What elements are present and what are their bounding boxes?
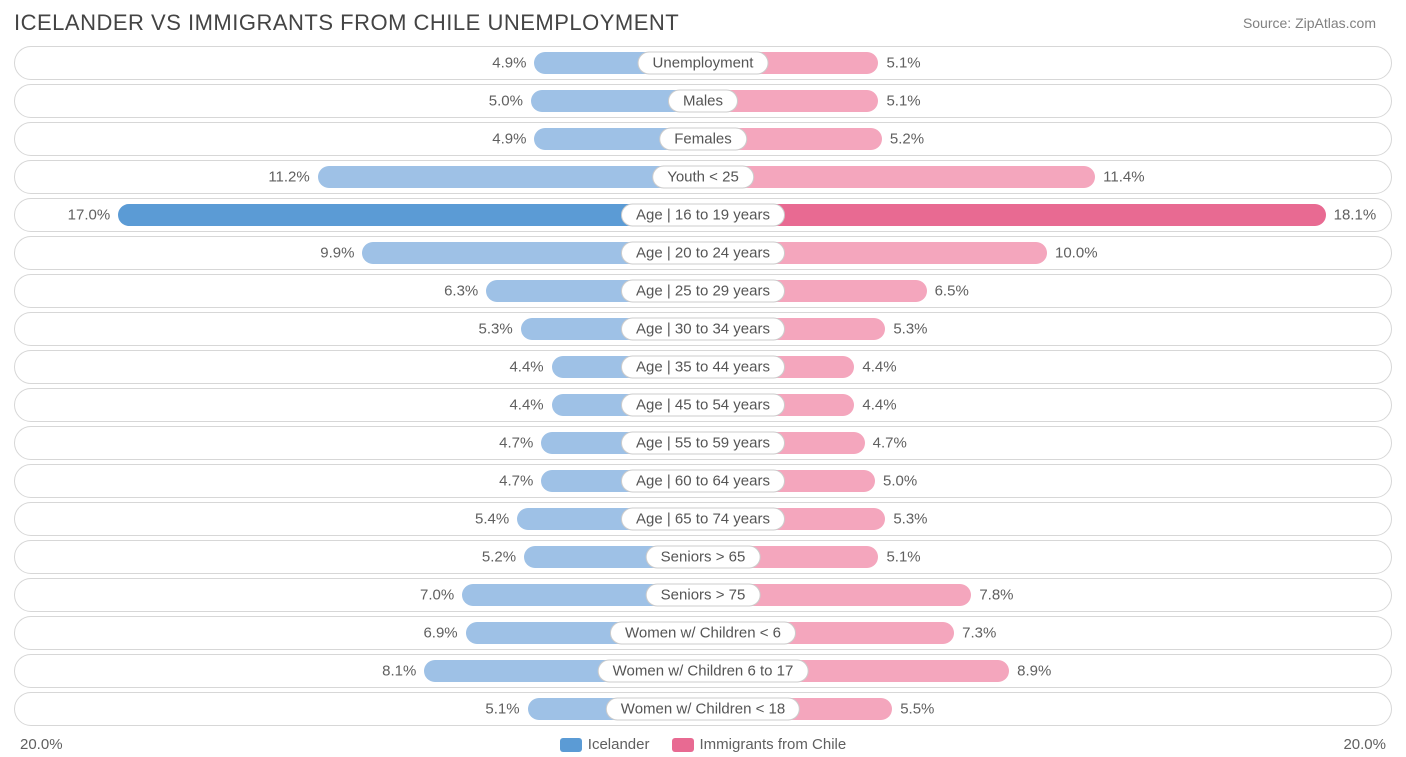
value-label-right: 5.2% (890, 131, 924, 148)
category-label: Age | 55 to 59 years (621, 432, 785, 455)
chart-row: 5.4% 5.3% Age | 65 to 74 years (14, 502, 1392, 536)
value-label-left: 6.3% (444, 283, 478, 300)
chart-row: 9.9% 10.0% Age | 20 to 24 years (14, 236, 1392, 270)
value-label-right: 4.7% (873, 435, 907, 452)
value-label-right: 5.1% (886, 549, 920, 566)
value-label-left: 5.4% (475, 511, 509, 528)
chart-source: Source: ZipAtlas.com (1243, 15, 1376, 31)
value-label-right: 4.4% (862, 397, 896, 414)
value-label-right: 4.4% (862, 359, 896, 376)
chart-row: 6.9% 7.3% Women w/ Children < 6 (14, 616, 1392, 650)
axis-max-left: 20.0% (20, 736, 63, 753)
chart-row: 7.0% 7.8% Seniors > 75 (14, 578, 1392, 612)
value-label-right: 5.5% (900, 701, 934, 718)
category-label: Youth < 25 (652, 166, 754, 189)
chart-row: 8.1% 8.9% Women w/ Children 6 to 17 (14, 654, 1392, 688)
legend-swatch-icon (672, 738, 694, 752)
chart-footer: 20.0% Icelander Immigrants from Chile 20… (0, 730, 1406, 753)
category-label: Age | 35 to 44 years (621, 356, 785, 379)
legend-label-left: Icelander (588, 736, 650, 753)
value-label-right: 10.0% (1055, 245, 1098, 262)
legend-item-left: Icelander (560, 736, 650, 753)
category-label: Age | 65 to 74 years (621, 508, 785, 531)
chart-row: 5.3% 5.3% Age | 30 to 34 years (14, 312, 1392, 346)
category-label: Age | 20 to 24 years (621, 242, 785, 265)
chart-row: 11.2% 11.4% Youth < 25 (14, 160, 1392, 194)
value-label-left: 6.9% (423, 625, 457, 642)
category-label: Males (668, 90, 738, 113)
chart-row: 4.4% 4.4% Age | 45 to 54 years (14, 388, 1392, 422)
value-label-right: 18.1% (1334, 207, 1377, 224)
value-label-left: 8.1% (382, 663, 416, 680)
value-label-left: 4.4% (509, 397, 543, 414)
category-label: Unemployment (638, 52, 769, 75)
value-label-left: 4.7% (499, 435, 533, 452)
chart-row: 4.4% 4.4% Age | 35 to 44 years (14, 350, 1392, 384)
chart-row: 5.1% 5.5% Women w/ Children < 18 (14, 692, 1392, 726)
category-label: Age | 30 to 34 years (621, 318, 785, 341)
chart-row: 4.7% 4.7% Age | 55 to 59 years (14, 426, 1392, 460)
chart-row: 5.0% 5.1% Males (14, 84, 1392, 118)
value-label-left: 5.0% (489, 93, 523, 110)
value-label-left: 17.0% (68, 207, 111, 224)
value-label-left: 7.0% (420, 587, 454, 604)
chart-row: 17.0% 18.1% Age | 16 to 19 years (14, 198, 1392, 232)
value-label-right: 6.5% (935, 283, 969, 300)
value-label-left: 5.3% (478, 321, 512, 338)
category-label: Seniors > 75 (646, 584, 761, 607)
category-label: Women w/ Children 6 to 17 (598, 660, 809, 683)
value-label-left: 4.7% (499, 473, 533, 490)
value-label-right: 5.3% (893, 321, 927, 338)
legend-swatch-icon (560, 738, 582, 752)
value-label-left: 9.9% (320, 245, 354, 262)
value-label-right: 7.8% (979, 587, 1013, 604)
chart-row: 4.9% 5.2% Females (14, 122, 1392, 156)
value-label-left: 4.4% (509, 359, 543, 376)
value-label-left: 4.9% (492, 55, 526, 72)
value-label-right: 5.1% (886, 55, 920, 72)
value-label-right: 5.3% (893, 511, 927, 528)
chart-body: 4.9% 5.1% Unemployment 5.0% 5.1% Males 4.9% 5.2… (0, 46, 1406, 726)
bar-left (118, 204, 703, 226)
legend: Icelander Immigrants from Chile (560, 736, 846, 753)
chart-title: ICELANDER VS IMMIGRANTS FROM CHILE UNEMP… (14, 10, 679, 36)
value-label-left: 11.2% (268, 169, 309, 186)
chart-row: 4.7% 5.0% Age | 60 to 64 years (14, 464, 1392, 498)
axis-max-right: 20.0% (1343, 736, 1386, 753)
bar-left (318, 166, 703, 188)
category-label: Seniors > 65 (646, 546, 761, 569)
value-label-left: 5.1% (485, 701, 519, 718)
category-label: Age | 16 to 19 years (621, 204, 785, 227)
value-label-right: 5.0% (883, 473, 917, 490)
legend-item-right: Immigrants from Chile (672, 736, 847, 753)
bar-right (703, 204, 1326, 226)
value-label-left: 4.9% (492, 131, 526, 148)
bar-right (703, 166, 1095, 188)
category-label: Females (659, 128, 747, 151)
chart-row: 6.3% 6.5% Age | 25 to 29 years (14, 274, 1392, 308)
category-label: Age | 45 to 54 years (621, 394, 785, 417)
value-label-right: 8.9% (1017, 663, 1051, 680)
legend-label-right: Immigrants from Chile (700, 736, 847, 753)
category-label: Women w/ Children < 18 (606, 698, 800, 721)
value-label-left: 5.2% (482, 549, 516, 566)
category-label: Women w/ Children < 6 (610, 622, 796, 645)
chart-row: 4.9% 5.1% Unemployment (14, 46, 1392, 80)
value-label-right: 5.1% (886, 93, 920, 110)
category-label: Age | 25 to 29 years (621, 280, 785, 303)
category-label: Age | 60 to 64 years (621, 470, 785, 493)
value-label-right: 7.3% (962, 625, 996, 642)
value-label-right: 11.4% (1103, 169, 1144, 186)
chart-header: ICELANDER VS IMMIGRANTS FROM CHILE UNEMP… (0, 0, 1406, 46)
chart-row: 5.2% 5.1% Seniors > 65 (14, 540, 1392, 574)
